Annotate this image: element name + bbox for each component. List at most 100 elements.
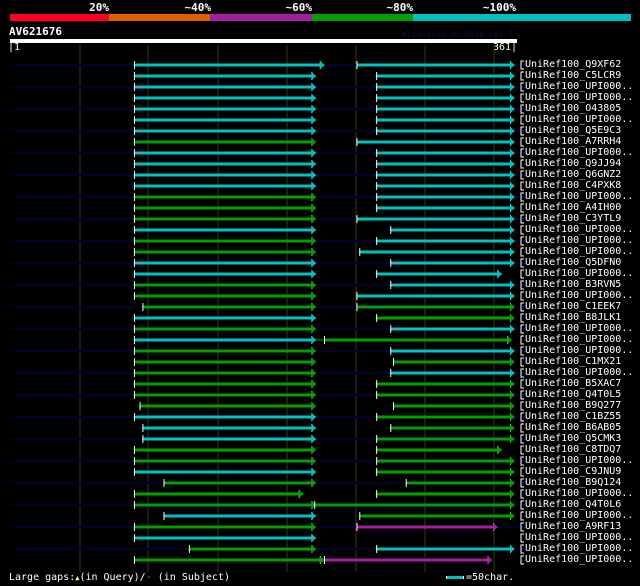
query-name: AV621676: [9, 25, 62, 38]
hit-label[interactable]: UniRef100_B8JLK1: [525, 312, 622, 323]
hit-label[interactable]: UniRef100_C1BZ55: [525, 411, 622, 422]
row-end-bracket: [520, 313, 524, 323]
alignment-segment: [142, 305, 312, 309]
hit-label[interactable]: UniRef100_Q4T0L5: [525, 389, 622, 400]
row-end-bracket: [520, 269, 524, 279]
hit-label[interactable]: UniRef100_UPI000..: [525, 246, 634, 257]
row-end-bracket: [520, 104, 524, 114]
row-end-bracket: [520, 302, 524, 312]
hit-label[interactable]: UniRef100_Q5CMK3: [525, 433, 622, 444]
row-end-bracket: [520, 291, 524, 301]
hit-label[interactable]: UniRef100_UPI000..: [525, 114, 634, 125]
alignment-segment: [356, 140, 510, 144]
hit-label[interactable]: UniRef100_UPI000..: [525, 455, 634, 466]
alignment-segment: [133, 261, 312, 265]
hit-label[interactable]: UniRef100_B9Q277: [525, 400, 622, 411]
hit-label[interactable]: UniRef100_O43805: [525, 103, 622, 114]
hit-label[interactable]: UniRef100_Q9JJ94: [525, 158, 622, 169]
segment-arrow-icon: [311, 281, 317, 289]
hit-label[interactable]: UniRef100_UPI000..: [525, 510, 634, 521]
alignment-segment: [133, 173, 312, 177]
segment-arrow-icon: [509, 160, 515, 168]
alignment-segment: [359, 250, 510, 254]
alignment-segment: [133, 294, 312, 298]
alignment-segment: [376, 173, 510, 177]
hit-label[interactable]: UniRef100_UPI000..: [525, 224, 634, 235]
segment-arrow-icon: [311, 182, 317, 190]
hit-label[interactable]: UniRef100_UPI000..: [525, 92, 634, 103]
row-end-bracket: [520, 137, 524, 147]
row-end-bracket: [520, 203, 524, 213]
alignment-segment: [133, 349, 312, 353]
alignment-segment: [376, 415, 510, 419]
hit-label[interactable]: UniRef100_UPI000..: [525, 147, 634, 158]
alignment-segment: [390, 261, 510, 265]
hit-label[interactable]: UniRef100_C4PXK8: [525, 180, 622, 191]
segment-arrow-icon: [311, 116, 317, 124]
row-end-bracket: [520, 434, 524, 444]
in-subject-label: (in Subject): [151, 572, 230, 583]
segment-arrow-icon: [311, 435, 317, 443]
alignment-segment: [376, 195, 510, 199]
segment-arrow-icon: [311, 105, 317, 113]
alignment-segment: [376, 492, 510, 496]
hit-label[interactable]: UniRef100_Q6GNZ2: [525, 169, 622, 180]
hit-label[interactable]: UniRef100_UPI000..: [525, 543, 634, 554]
hit-label[interactable]: UniRef100_UPI000..: [525, 81, 634, 92]
alignment-segment: [133, 360, 312, 364]
segment-arrow-icon: [509, 171, 515, 179]
row-end-bracket: [520, 148, 524, 158]
hit-label[interactable]: UniRef100_UPI000..: [525, 323, 634, 334]
hit-label[interactable]: UniRef100_UPI000..: [525, 345, 634, 356]
segment-arrow-icon: [509, 391, 515, 399]
segment-arrow-icon: [509, 468, 515, 476]
row-end-bracket: [520, 368, 524, 378]
row-end-bracket: [520, 346, 524, 356]
hit-label[interactable]: UniRef100_UPI000..: [525, 554, 634, 565]
hit-label[interactable]: UniRef100_C1MX21: [525, 356, 622, 367]
alignment-segment: [314, 503, 510, 507]
hit-label[interactable]: UniRef100_C9JNU9: [525, 466, 622, 477]
hit-label[interactable]: UniRef100_Q4T0L6: [525, 499, 622, 510]
hit-label[interactable]: UniRef100_C1EEK7: [525, 301, 622, 312]
hit-label[interactable]: UniRef100_UPI000..: [525, 235, 634, 246]
alignment-segment: [133, 162, 312, 166]
hit-label[interactable]: UniRef100_B5XAC7: [525, 378, 622, 389]
hit-label[interactable]: UniRef100_Q5DFN0: [525, 257, 622, 268]
hit-label[interactable]: UniRef100_UPI000..: [525, 268, 634, 279]
alignment-segment: [393, 404, 510, 408]
alignment-segment: [133, 338, 312, 342]
hit-label[interactable]: UniRef100_B3RVN5: [525, 279, 622, 290]
hit-label[interactable]: UniRef100_A7RRH4: [525, 136, 622, 147]
row-end-bracket: [520, 247, 524, 257]
hit-label[interactable]: UniRef100_B9Q124: [525, 477, 622, 488]
hit-label[interactable]: UniRef100_UPI000..: [525, 334, 634, 345]
segment-arrow-icon: [311, 248, 317, 256]
hit-label[interactable]: UniRef100_UPI000..: [525, 488, 634, 499]
axis-start-label: |1: [8, 42, 21, 53]
hit-label[interactable]: UniRef100_C8TDQ7: [525, 444, 622, 455]
alignment-segment: [188, 547, 312, 551]
segment-arrow-icon: [311, 424, 317, 432]
row-end-bracket: [520, 555, 524, 565]
segment-arrow-icon: [509, 369, 515, 377]
hit-label[interactable]: UniRef100_Q5E9C3: [525, 125, 622, 136]
scale-label: =50char.: [466, 572, 515, 583]
segment-arrow-icon: [311, 193, 317, 201]
hit-label[interactable]: UniRef100_Q9XF62: [525, 59, 622, 70]
segment-arrow-icon: [509, 281, 515, 289]
alignment-segment: [359, 514, 510, 518]
row-end-bracket: [520, 423, 524, 433]
hit-label[interactable]: UniRef100_UPI000..: [525, 191, 634, 202]
segment-arrow-icon: [509, 435, 515, 443]
hit-label[interactable]: UniRef100_C5LCR9: [525, 70, 622, 81]
hit-label[interactable]: UniRef100_UPI000..: [525, 367, 634, 378]
segment-arrow-icon: [311, 402, 317, 410]
hit-label[interactable]: UniRef100_A9RF13: [525, 521, 622, 532]
hit-label[interactable]: UniRef100_B6AB05: [525, 422, 622, 433]
alignment-segment: [133, 415, 312, 419]
hit-label[interactable]: UniRef100_UPI000..: [525, 532, 634, 543]
hit-label[interactable]: UniRef100_UPI000..: [525, 290, 634, 301]
hit-label[interactable]: UniRef100_C3YTL9: [525, 213, 622, 224]
hit-label[interactable]: UniRef100_A4IH00: [525, 202, 622, 213]
